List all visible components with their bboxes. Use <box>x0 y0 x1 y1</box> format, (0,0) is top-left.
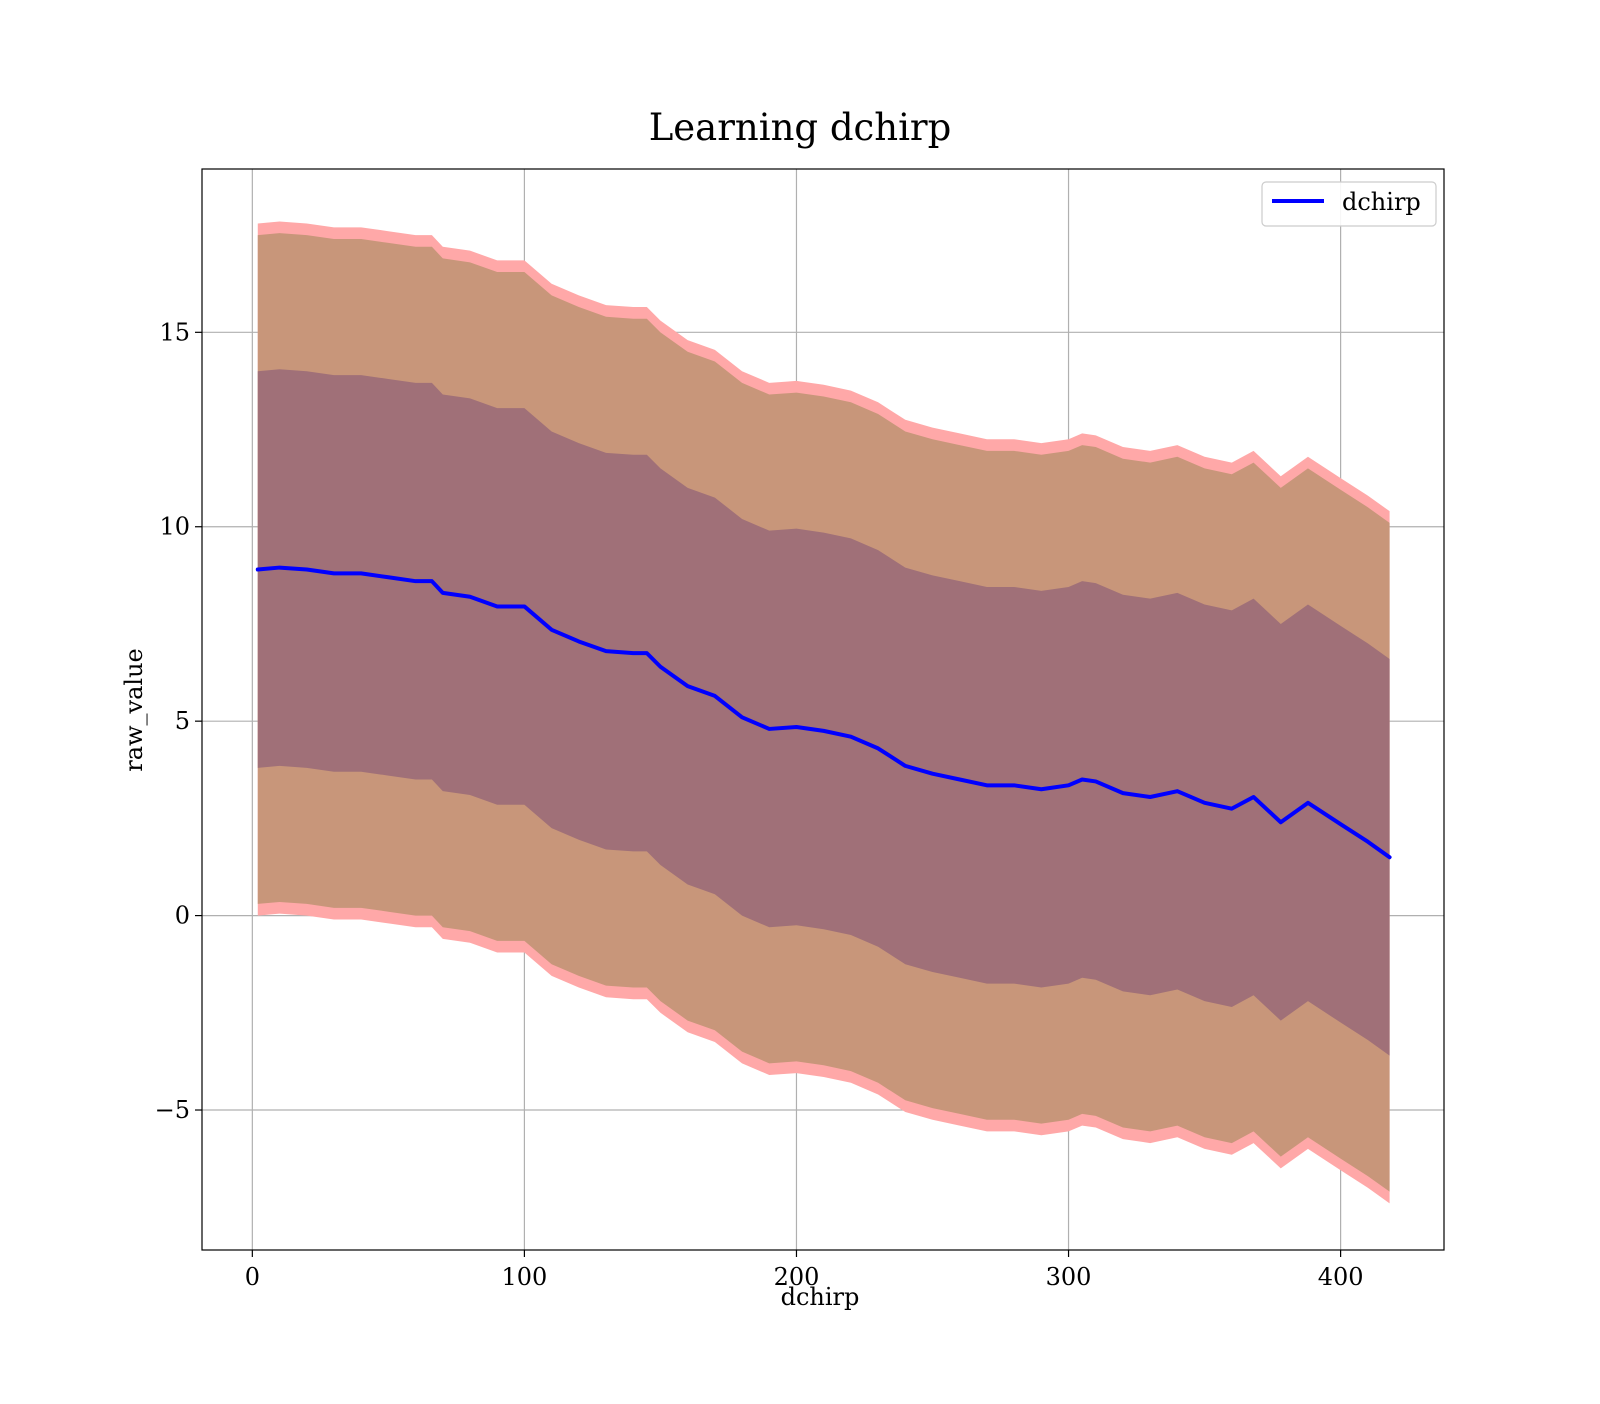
axis-ticks: 0 100 200 300 400 −5 0 5 10 15 <box>155 318 1364 1291</box>
series-line-layer <box>255 565 1392 860</box>
x-tick-label: 100 <box>501 1263 547 1291</box>
y-tick-label: −5 <box>155 1096 190 1124</box>
confidence-bands <box>257 221 1390 1204</box>
dchirp-series-line <box>255 565 1392 860</box>
legend-box <box>1261 181 1437 227</box>
y-axis-label: raw_value <box>120 648 148 772</box>
legend-label: dchirp <box>1342 188 1421 216</box>
plot-frame <box>201 168 1445 1251</box>
chart-title: Learning dchirp <box>649 106 952 149</box>
x-tick-label: 200 <box>774 1263 820 1291</box>
x-axis-label: dchirp <box>781 1283 860 1311</box>
x-tick-label: 0 <box>245 1263 260 1291</box>
x-tick-label: 300 <box>1046 1263 1092 1291</box>
y-tick-label: 5 <box>175 707 190 735</box>
y-tick-label: 0 <box>175 902 190 930</box>
y-tick-label: 15 <box>159 318 190 346</box>
x-tick-label: 400 <box>1318 1263 1364 1291</box>
y-tick-label: 10 <box>159 513 190 541</box>
inner-band <box>257 369 1390 1056</box>
legend: dchirp <box>1261 181 1437 227</box>
